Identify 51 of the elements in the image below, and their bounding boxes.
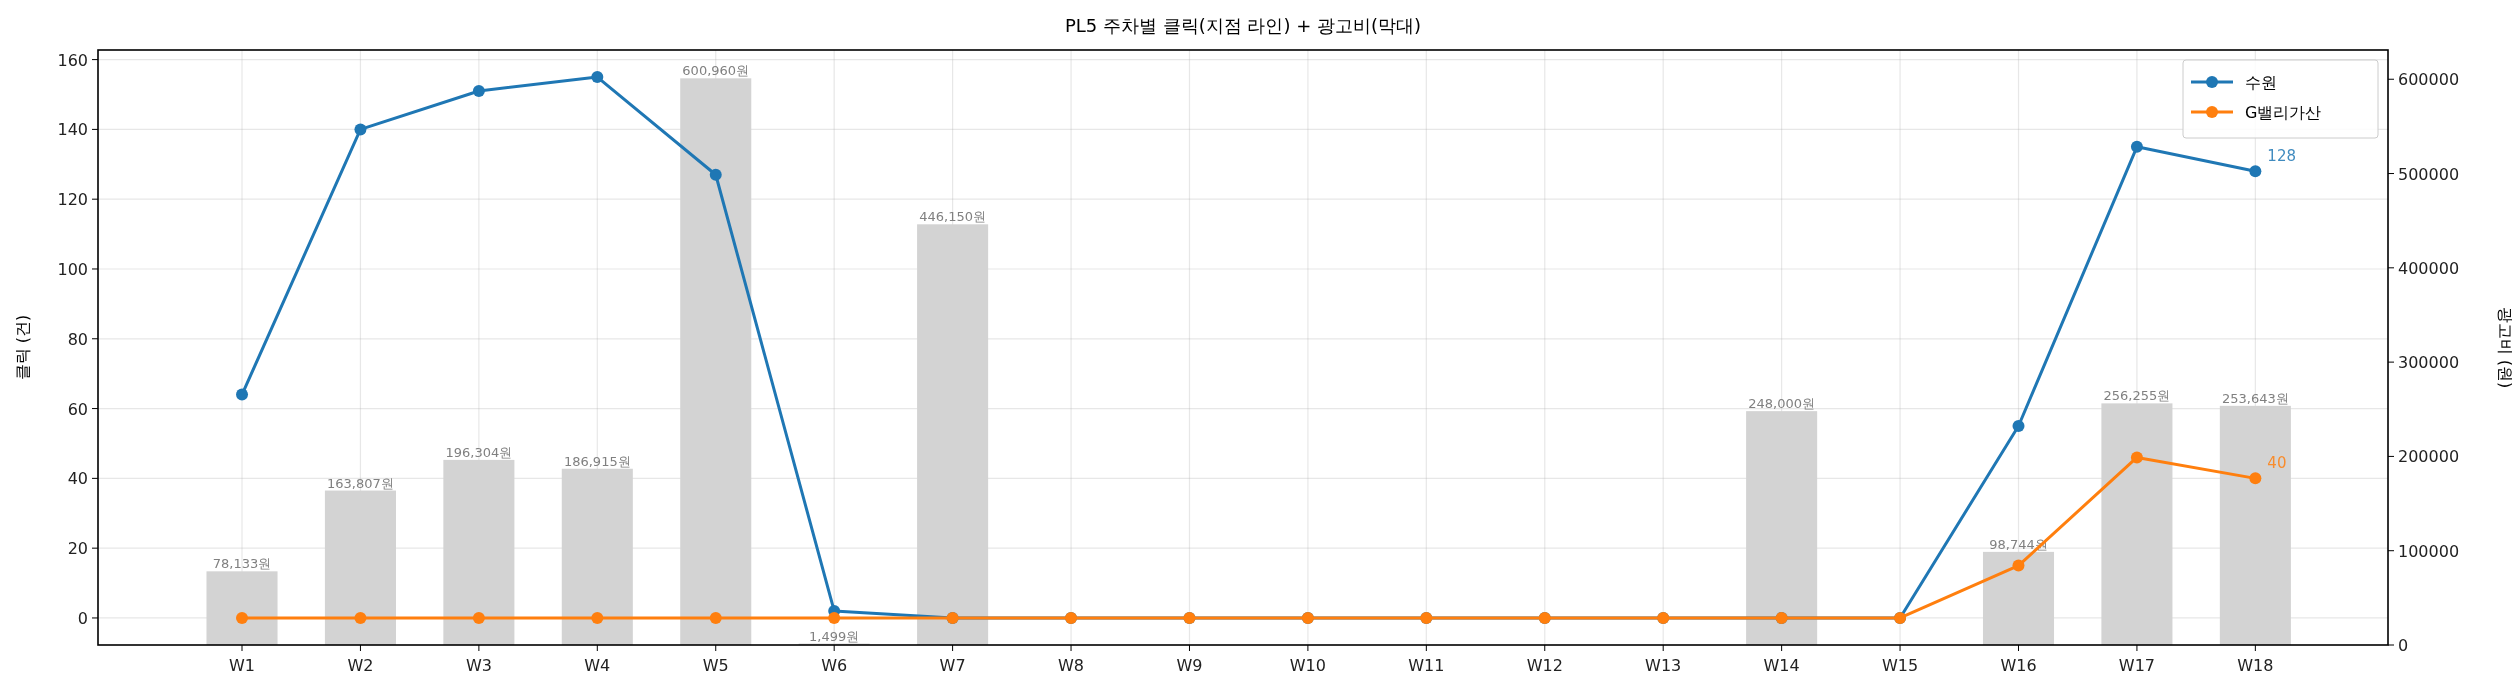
data-label: 196,304원 [445,444,513,460]
y2-tick-label: 200000 [2398,447,2460,467]
y-tick-label: 100 [57,259,88,279]
x-tick-label: W1 [229,656,256,675]
x-tick-label: W10 [1289,656,1326,675]
x-tick-label: W14 [1763,656,1800,675]
data-label: 256,255원 [2103,388,2171,404]
data-label: 248,000원 [1748,396,1816,412]
x-tick-label: W13 [1645,656,1682,675]
x-tick-label: W3 [465,656,492,675]
y2-tick-label: 100000 [2398,541,2460,561]
y2-tick-label: 500000 [2398,164,2460,184]
y2-tick-label: 300000 [2398,353,2460,373]
x-tick-label: W17 [2118,656,2156,675]
y2-tick-label: 400000 [2398,258,2460,278]
data-label: 40 [2267,454,2287,473]
y-tick-label: 20 [67,539,88,559]
x-tick-label: W11 [1408,656,1445,675]
data-label: 253,643원 [2221,390,2289,406]
x-tick-label: W7 [939,656,966,675]
legend-label: 수원 [2245,73,2277,92]
data-label: 186,915원 [563,453,631,469]
y-tick-label: 0 [77,608,88,628]
data-label: 128 [2267,147,2296,166]
x-tick-label: W12 [1526,656,1563,675]
y-tick-label: 40 [67,469,88,489]
y-axis-title: 클릭 (건) [13,314,32,381]
x-tick-label: W8 [1058,656,1085,675]
x-tick-label: W9 [1176,656,1203,675]
y2-axis-title: 광고비 (원) [2496,306,2515,389]
data-label: 163,807원 [327,475,394,491]
y-tick-label: 140 [57,120,88,140]
x-tick-label: W15 [1881,656,1919,675]
data-label: 446,150원 [919,209,986,225]
y-tick-label: 80 [67,329,88,349]
y-tick-label: 60 [67,399,88,419]
data-label: 600,960원 [682,63,750,79]
x-tick-label: W2 [347,656,374,675]
data-label: 78,133원 [212,556,272,572]
y2-tick-label: 600000 [2398,70,2460,90]
y-tick-label: 120 [57,190,88,210]
x-tick-label: W6 [821,656,848,675]
data-label: 1,499원 [809,628,860,644]
x-tick-label: W4 [584,656,611,675]
y2-tick-label: 0 [2398,636,2409,655]
y-tick-label: 160 [57,50,88,70]
chart-title: PL5 주차별 클릭(지점 라인) + 광고비(막대) [1064,15,1422,36]
legend-label: G밸리가산 [2245,103,2322,122]
x-tick-label: W5 [702,656,729,675]
x-tick-label: W16 [2000,656,2037,675]
x-tick-label: W18 [2237,656,2274,675]
